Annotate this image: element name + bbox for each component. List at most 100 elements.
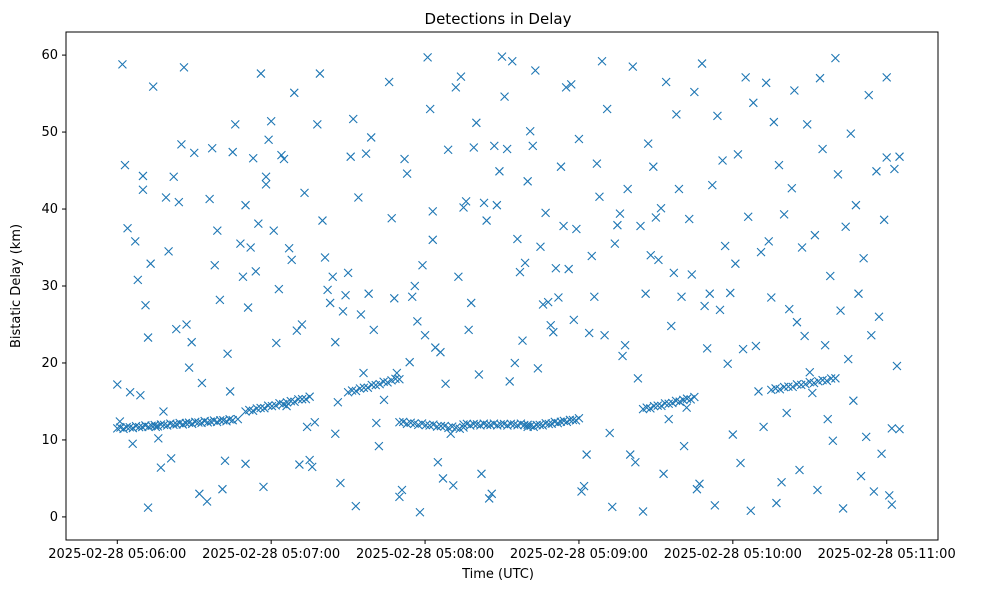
data-point-marker xyxy=(477,469,486,479)
data-point-marker xyxy=(406,418,416,428)
data-point-marker xyxy=(831,373,840,383)
data-point-marker xyxy=(510,358,520,368)
data-point-marker xyxy=(646,250,656,260)
data-point-marker xyxy=(395,417,404,427)
data-point-marker xyxy=(807,388,817,398)
data-point-marker xyxy=(443,145,453,155)
x-tick-label: 2025-02-28 05:06:00 xyxy=(48,547,186,562)
data-point-marker xyxy=(620,340,630,350)
data-point-marker xyxy=(202,497,212,506)
data-point-marker xyxy=(784,382,793,392)
data-point-marker xyxy=(689,87,699,97)
data-point-marker xyxy=(274,284,284,294)
data-point-marker xyxy=(664,399,674,409)
data-point-marker xyxy=(530,66,540,75)
data-point-marker xyxy=(341,290,350,300)
data-point-marker xyxy=(649,401,659,411)
data-point-marker xyxy=(469,419,479,429)
data-point-marker xyxy=(189,148,199,158)
data-point-marker xyxy=(741,73,751,82)
data-point-marker xyxy=(143,333,153,342)
data-point-marker xyxy=(618,351,627,361)
data-point-marker xyxy=(241,200,250,210)
data-point-marker xyxy=(822,376,832,386)
data-point-marker xyxy=(141,300,150,310)
data-point-marker xyxy=(848,396,858,406)
data-point-marker xyxy=(733,149,743,159)
data-point-marker xyxy=(333,397,343,407)
data-point-marker xyxy=(772,498,781,508)
data-point-marker xyxy=(164,246,173,256)
data-point-marker xyxy=(252,404,262,413)
data-point-marker xyxy=(351,501,361,511)
x-tick-label: 2025-02-28 05:09:00 xyxy=(510,547,648,562)
data-point-marker xyxy=(831,53,840,63)
data-point-marker xyxy=(448,480,458,490)
data-point-marker xyxy=(559,221,568,231)
data-point-marker xyxy=(682,394,692,404)
data-point-marker xyxy=(813,485,822,495)
data-point-marker xyxy=(523,420,533,430)
data-point-marker xyxy=(723,359,733,369)
data-point-marker xyxy=(220,456,230,466)
data-point-marker xyxy=(375,379,385,389)
data-point-marker xyxy=(828,436,838,446)
data-point-marker xyxy=(666,321,676,331)
data-point-marker xyxy=(287,255,297,265)
data-point-marker xyxy=(348,114,358,124)
data-point-marker xyxy=(338,307,348,316)
data-point-marker xyxy=(479,198,489,208)
data-point-marker xyxy=(841,222,851,232)
data-point-marker xyxy=(861,432,871,442)
data-point-marker xyxy=(286,396,296,406)
data-point-marker xyxy=(495,166,504,176)
data-point-marker xyxy=(895,152,904,162)
data-point-marker xyxy=(301,394,311,404)
data-point-marker xyxy=(423,53,433,62)
data-point-marker xyxy=(277,150,286,160)
data-point-marker xyxy=(854,289,863,299)
data-point-marker xyxy=(595,192,604,202)
data-point-marker xyxy=(410,281,420,291)
data-point-marker xyxy=(784,304,794,314)
data-point-marker xyxy=(466,298,476,308)
data-point-marker xyxy=(215,295,225,305)
x-axis-title: Time (UTC) xyxy=(461,567,534,582)
data-point-marker xyxy=(736,458,745,468)
data-point-marker xyxy=(877,449,886,459)
data-point-marker xyxy=(203,417,213,427)
data-point-marker xyxy=(571,224,581,234)
data-point-marker xyxy=(671,396,681,406)
data-point-marker xyxy=(661,77,671,87)
data-point-marker xyxy=(353,193,363,202)
data-point-marker xyxy=(146,259,156,269)
data-point-marker xyxy=(506,419,516,429)
data-point-marker xyxy=(420,330,430,340)
data-point-marker xyxy=(707,180,717,190)
data-point-marker xyxy=(692,484,702,494)
data-point-marker xyxy=(359,368,368,378)
data-point-marker xyxy=(194,489,204,499)
data-point-marker xyxy=(500,92,509,102)
data-point-marker xyxy=(395,374,404,384)
data-point-marker xyxy=(433,457,443,467)
y-tick-label: 50 xyxy=(41,125,58,140)
data-point-marker xyxy=(421,420,431,430)
data-point-marker xyxy=(895,424,904,434)
data-point-marker xyxy=(656,401,666,411)
data-point-marker xyxy=(436,421,446,431)
data-point-marker xyxy=(882,73,892,82)
data-point-marker xyxy=(374,441,384,451)
data-point-marker xyxy=(271,338,281,348)
data-point-marker xyxy=(664,414,674,424)
data-point-marker xyxy=(754,387,763,396)
data-point-marker xyxy=(243,303,253,312)
data-point-marker xyxy=(379,395,389,405)
data-point-marker xyxy=(125,387,135,397)
data-point-marker xyxy=(769,117,779,127)
data-point-marker xyxy=(159,407,168,416)
data-point-marker xyxy=(371,418,381,428)
data-point-marker xyxy=(544,419,554,429)
data-point-marker xyxy=(356,310,366,319)
